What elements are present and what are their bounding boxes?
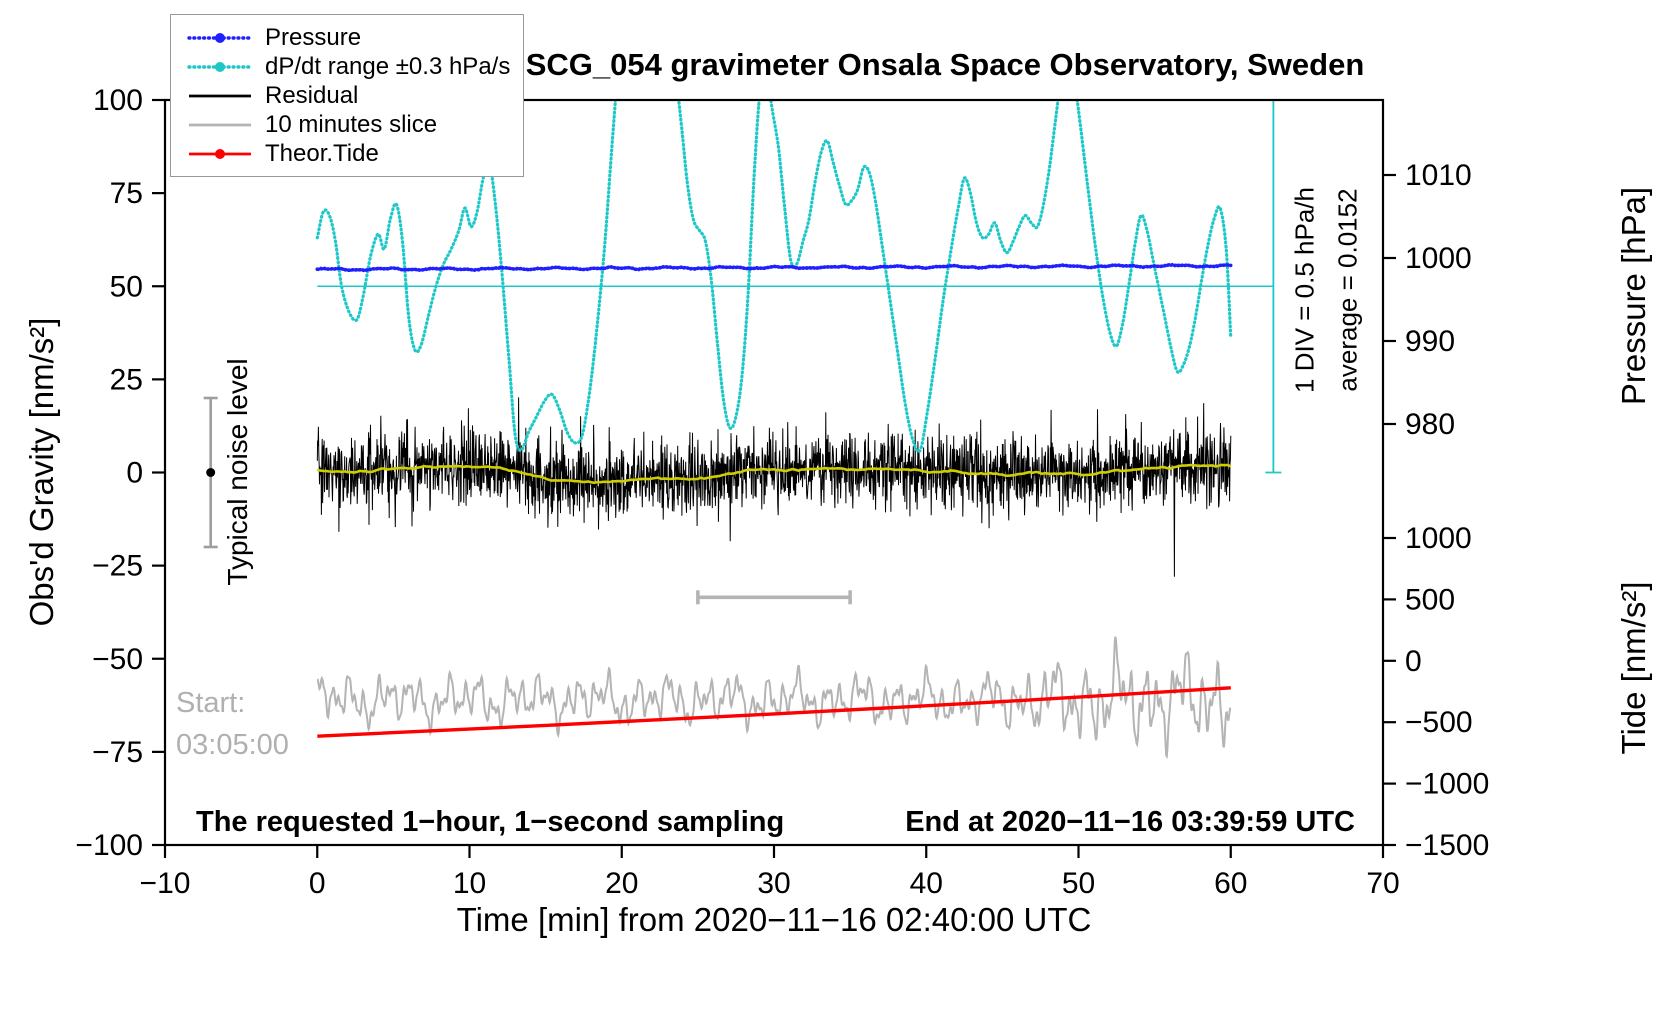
x-axis-label: Time [min] from 2020−11−16 02:40:00 UTC <box>456 901 1092 938</box>
start-time-block: Start: 03:05:00 <box>176 682 289 766</box>
y-tick-label: 25 <box>110 363 143 396</box>
tide-tick-label: −1000 <box>1405 768 1489 801</box>
legend-item: Pressure <box>187 23 523 52</box>
noise-level-dot <box>206 468 216 477</box>
dpdt-line-icon <box>187 61 253 72</box>
x-tick-label: 70 <box>1366 867 1399 900</box>
x-tick-label: 60 <box>1214 867 1247 900</box>
legend-marker-dot <box>215 148 225 159</box>
x-tick-label: 0 <box>309 867 326 900</box>
x-tick-label: −10 <box>140 867 191 900</box>
legend-label: 10 minutes slice <box>265 110 438 138</box>
pressure-line-icon <box>187 32 253 43</box>
series-pressure <box>315 262 1233 273</box>
legend-marker-dot <box>215 32 225 43</box>
pressure-tick-label: 990 <box>1405 325 1455 358</box>
legend-marker-dot <box>215 61 225 72</box>
legend-label: Theor.Tide <box>265 139 379 167</box>
series-10min-slice <box>316 636 1232 760</box>
series-dpdt <box>315 100 1233 454</box>
pressure-tick-label: 1010 <box>1405 159 1472 192</box>
x-tick-label: 40 <box>910 867 943 900</box>
legend-item: Theor.Tide <box>187 139 523 168</box>
pressure-tick-label: 980 <box>1405 408 1455 441</box>
x-tick-label: 20 <box>605 867 638 900</box>
legend-item: dP/dt range ±0.3 hPa/s <box>187 52 523 81</box>
pressure-tick-label: 1000 <box>1405 242 1472 275</box>
end-time-note: End at 2020−11−16 03:39:59 UTC <box>905 806 1355 838</box>
tide-tick-label: 500 <box>1405 583 1455 616</box>
legend-label: Pressure <box>265 23 362 51</box>
tide-axis-label: Tide [nm/s²] <box>1615 581 1652 755</box>
y-tick-label: 50 <box>110 270 143 303</box>
series-residual <box>316 397 1232 577</box>
tide-tick-label: 0 <box>1405 645 1422 678</box>
slice-line-icon <box>189 123 251 126</box>
div-scale-note: 1 DIV = 0.5 hPa/h <box>1289 187 1320 393</box>
average-note: average = 0.0152 <box>1332 188 1363 392</box>
y-tick-label: −25 <box>92 550 143 583</box>
series-residual-mean <box>317 463 1232 485</box>
start-time: 03:05:00 <box>176 729 289 761</box>
chart-title: SCG_054 gravimeter Onsala Space Observat… <box>525 47 1365 82</box>
start-label: Start: <box>176 687 246 719</box>
chart-legend: Pressure dP/dt range ±0.3 hPa/s Residual 10… <box>170 14 524 177</box>
pressure-axis-label: Pressure [hPa] <box>1615 186 1652 406</box>
y-axis-label: Obs'd Gravity [nm/s²] <box>23 317 60 627</box>
tide-tick-label: −1500 <box>1405 829 1489 862</box>
legend-item: 10 minutes slice <box>187 110 523 139</box>
y-tick-label: 0 <box>126 457 143 490</box>
x-tick-label: 30 <box>757 867 790 900</box>
sampling-note: The requested 1−hour, 1−second sampling <box>196 806 785 838</box>
y-tick-label: −100 <box>75 829 143 862</box>
series-theor-tide <box>317 686 1231 738</box>
y-tick-label: −50 <box>92 643 143 676</box>
legend-label: Residual <box>265 81 359 109</box>
tide-line-icon <box>189 148 251 159</box>
y-tick-label: 100 <box>93 84 143 117</box>
noise-level-label: Typical noise level <box>222 358 253 586</box>
residual-line-icon <box>189 94 251 97</box>
tide-tick-label: 1000 <box>1405 522 1472 555</box>
x-tick-label: 50 <box>1062 867 1095 900</box>
legend-item: Residual <box>187 81 523 110</box>
legend-label: dP/dt range ±0.3 hPa/s <box>265 52 511 80</box>
y-tick-label: −75 <box>92 736 143 769</box>
tide-tick-label: −500 <box>1405 706 1473 739</box>
y-tick-label: 75 <box>110 177 143 210</box>
x-tick-label: 10 <box>453 867 486 900</box>
